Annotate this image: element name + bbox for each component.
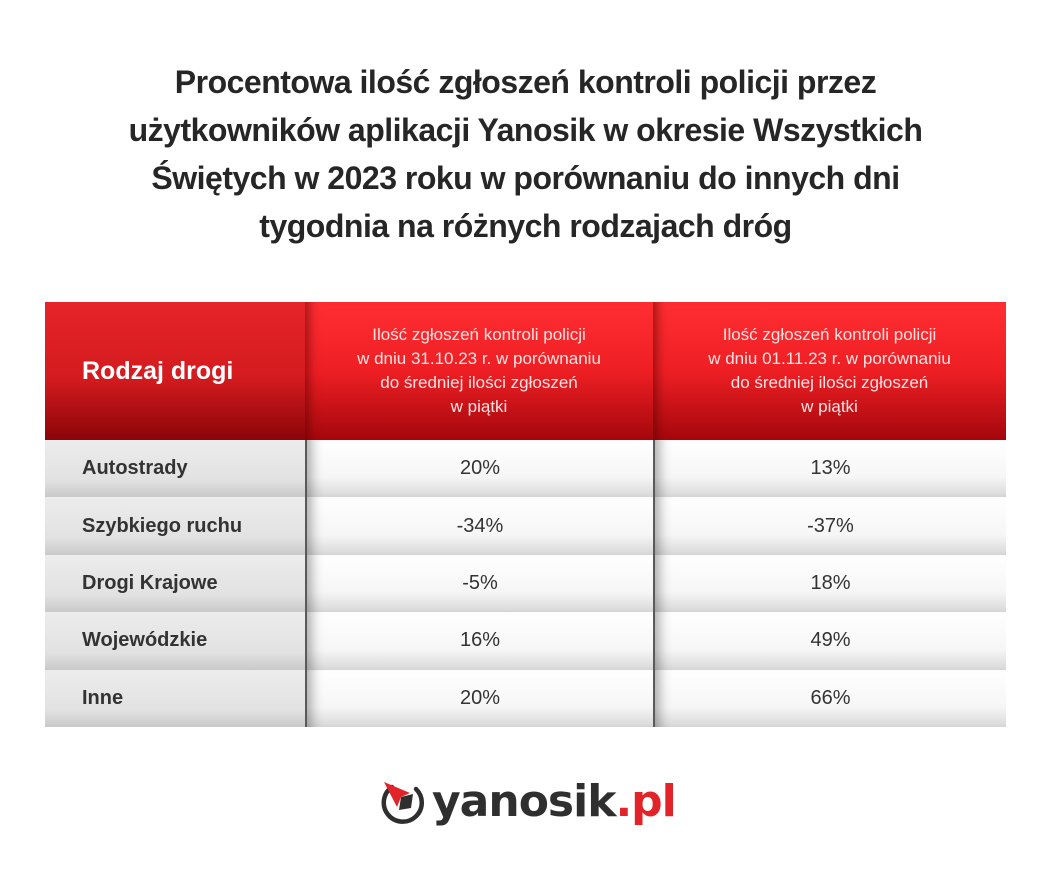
logo-tld: .pl: [615, 776, 676, 827]
title-line: użytkowników aplikacji Yanosik w okresie…: [128, 112, 923, 148]
title-line: Świętych w 2023 roku w porównaniu do inn…: [151, 160, 900, 196]
value-31-10: 20%: [305, 440, 653, 498]
header-line: w dniu 31.10.23 r. w porównaniu: [357, 349, 601, 368]
logo-name: yanosik: [432, 776, 616, 827]
value-01-11: -37%: [653, 497, 1006, 555]
table-row: Drogi Krajowe -5% 18%: [45, 554, 1006, 613]
value-31-10: -34%: [305, 497, 653, 555]
data-table: Rodzaj drogi Ilość zgłoszeń kontroli pol…: [45, 302, 1006, 727]
row-label: Drogi Krajowe: [45, 554, 305, 613]
table-row: Inne 20% 66%: [45, 669, 1006, 727]
row-label: Inne: [45, 669, 305, 727]
title-line: tygodnia na różnych rodzajach dróg: [259, 208, 792, 244]
header-line: Ilość zgłoszeń kontroli policji: [372, 325, 586, 344]
table-header-row: Rodzaj drogi Ilość zgłoszeń kontroli pol…: [45, 302, 1006, 440]
header-road-type: Rodzaj drogi: [45, 302, 305, 440]
header-line: w piątki: [450, 397, 508, 416]
header-line: w piątki: [801, 397, 858, 416]
header-col-31-10: Ilość zgłoszeń kontroli policji w dniu 3…: [305, 302, 653, 440]
value-01-11: 49%: [653, 612, 1006, 670]
yanosik-compass-icon: [381, 782, 425, 824]
header-line: do średniej ilości zgłoszeń: [730, 373, 929, 392]
header-col-01-11: Ilość zgłoszeń kontroli policji w dniu 0…: [653, 302, 1006, 440]
row-label: Szybkiego ruchu: [45, 497, 305, 555]
value-01-11: 13%: [653, 440, 1006, 498]
value-31-10: 20%: [305, 669, 653, 727]
header-line: Ilość zgłoszeń kontroli policji: [722, 325, 937, 344]
yanosik-logo: yanosik.pl: [380, 775, 677, 829]
value-31-10: 16%: [305, 612, 653, 670]
value-01-11: 66%: [653, 669, 1006, 727]
logo-wordmark: yanosik.pl: [432, 775, 677, 829]
header-line: w dniu 01.11.23 r. w porównaniu: [708, 349, 951, 368]
title-line: Procentowa ilość zgłoszeń kontroli polic…: [174, 64, 877, 100]
value-31-10: -5%: [305, 554, 653, 613]
chart-title: Procentowa ilość zgłoszeń kontroli polic…: [60, 58, 991, 250]
value-01-11: 18%: [653, 554, 1006, 613]
table-row: Autostrady 20% 13%: [45, 440, 1006, 498]
table-row: Szybkiego ruchu -34% -37%: [45, 497, 1006, 555]
header-line: do średniej ilości zgłoszeń: [380, 373, 578, 392]
row-label: Wojewódzkie: [45, 612, 305, 670]
table-row: Wojewódzkie 16% 49%: [45, 612, 1006, 670]
row-label: Autostrady: [45, 440, 305, 498]
